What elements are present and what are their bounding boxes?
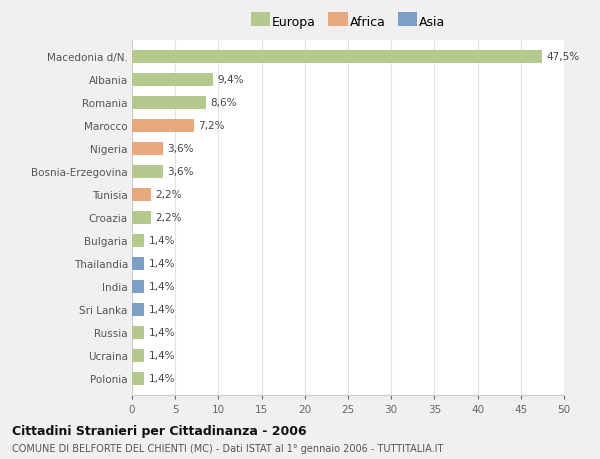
Bar bbox=[132, 280, 144, 293]
Text: 1,4%: 1,4% bbox=[148, 351, 175, 361]
Bar bbox=[132, 143, 163, 156]
Text: 8,6%: 8,6% bbox=[211, 98, 237, 108]
Bar bbox=[132, 212, 151, 224]
Text: 1,4%: 1,4% bbox=[148, 328, 175, 338]
Legend: Europa, Africa, Asia: Europa, Africa, Asia bbox=[247, 12, 449, 33]
Bar bbox=[132, 235, 144, 247]
Text: 2,2%: 2,2% bbox=[155, 190, 182, 200]
Bar bbox=[132, 51, 542, 64]
Bar bbox=[132, 349, 144, 362]
Bar bbox=[132, 303, 144, 316]
Bar bbox=[132, 97, 206, 110]
Text: 3,6%: 3,6% bbox=[167, 144, 194, 154]
Bar bbox=[132, 189, 151, 202]
Text: 3,6%: 3,6% bbox=[167, 167, 194, 177]
Text: 7,2%: 7,2% bbox=[199, 121, 225, 131]
Text: 1,4%: 1,4% bbox=[148, 236, 175, 246]
Text: 1,4%: 1,4% bbox=[148, 259, 175, 269]
Text: COMUNE DI BELFORTE DEL CHIENTI (MC) - Dati ISTAT al 1° gennaio 2006 - TUTTITALIA: COMUNE DI BELFORTE DEL CHIENTI (MC) - Da… bbox=[12, 443, 443, 453]
Text: 2,2%: 2,2% bbox=[155, 213, 182, 223]
Bar bbox=[132, 326, 144, 339]
Text: Cittadini Stranieri per Cittadinanza - 2006: Cittadini Stranieri per Cittadinanza - 2… bbox=[12, 424, 307, 437]
Bar bbox=[132, 372, 144, 385]
Bar bbox=[132, 166, 163, 179]
Text: 1,4%: 1,4% bbox=[148, 305, 175, 315]
Text: 9,4%: 9,4% bbox=[218, 75, 244, 85]
Bar bbox=[132, 120, 194, 133]
Text: 1,4%: 1,4% bbox=[148, 282, 175, 292]
Bar bbox=[132, 257, 144, 270]
Bar bbox=[132, 74, 213, 87]
Text: 47,5%: 47,5% bbox=[547, 52, 580, 62]
Text: 1,4%: 1,4% bbox=[148, 374, 175, 384]
